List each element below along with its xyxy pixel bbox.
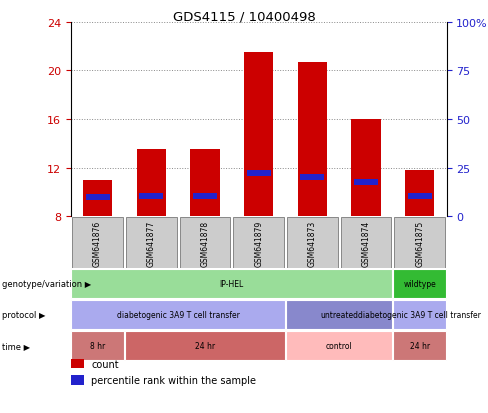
- Bar: [233, 217, 284, 268]
- Text: 24 hr: 24 hr: [409, 342, 430, 350]
- Text: GSM641873: GSM641873: [308, 221, 317, 266]
- Bar: [354, 180, 378, 186]
- Text: GSM641877: GSM641877: [147, 221, 156, 266]
- Bar: [244, 53, 273, 217]
- Text: GSM641876: GSM641876: [93, 221, 102, 266]
- Bar: [341, 217, 391, 268]
- Bar: [286, 332, 392, 360]
- Bar: [405, 171, 434, 217]
- Bar: [83, 180, 112, 217]
- Text: wildtype: wildtype: [403, 280, 436, 288]
- Bar: [286, 301, 392, 329]
- Bar: [85, 195, 110, 200]
- Text: GSM641874: GSM641874: [362, 221, 370, 266]
- Bar: [71, 358, 84, 368]
- Bar: [125, 332, 285, 360]
- Bar: [137, 150, 166, 217]
- Bar: [71, 301, 285, 329]
- Text: protocol ▶: protocol ▶: [2, 311, 46, 319]
- Bar: [126, 217, 177, 268]
- Text: diabetogenic 3A9 T cell transfer: diabetogenic 3A9 T cell transfer: [358, 311, 481, 319]
- Bar: [72, 217, 123, 268]
- Bar: [300, 175, 325, 181]
- Text: GDS4115 / 10400498: GDS4115 / 10400498: [173, 10, 315, 23]
- Bar: [71, 375, 84, 385]
- Text: GSM641879: GSM641879: [254, 221, 263, 266]
- Text: 24 hr: 24 hr: [195, 342, 215, 350]
- Bar: [407, 193, 432, 199]
- Bar: [71, 270, 392, 298]
- Text: count: count: [91, 358, 119, 369]
- Bar: [71, 332, 124, 360]
- Bar: [393, 301, 446, 329]
- Text: genotype/variation ▶: genotype/variation ▶: [2, 280, 92, 288]
- Text: untreated: untreated: [320, 311, 358, 319]
- Bar: [193, 193, 217, 199]
- Bar: [393, 332, 446, 360]
- Bar: [190, 150, 220, 217]
- Bar: [287, 217, 338, 268]
- Bar: [298, 63, 327, 217]
- Text: GSM641875: GSM641875: [415, 221, 424, 266]
- Text: diabetogenic 3A9 T cell transfer: diabetogenic 3A9 T cell transfer: [117, 311, 240, 319]
- Text: IP-HEL: IP-HEL: [220, 280, 244, 288]
- Bar: [393, 270, 446, 298]
- Text: time ▶: time ▶: [2, 342, 31, 350]
- Text: GSM641878: GSM641878: [201, 221, 209, 266]
- Bar: [139, 193, 163, 199]
- Text: percentile rank within the sample: percentile rank within the sample: [91, 375, 256, 385]
- Bar: [351, 120, 381, 217]
- Bar: [394, 217, 445, 268]
- Text: control: control: [326, 342, 352, 350]
- Bar: [180, 217, 230, 268]
- Text: 8 hr: 8 hr: [90, 342, 105, 350]
- Bar: [246, 170, 271, 176]
